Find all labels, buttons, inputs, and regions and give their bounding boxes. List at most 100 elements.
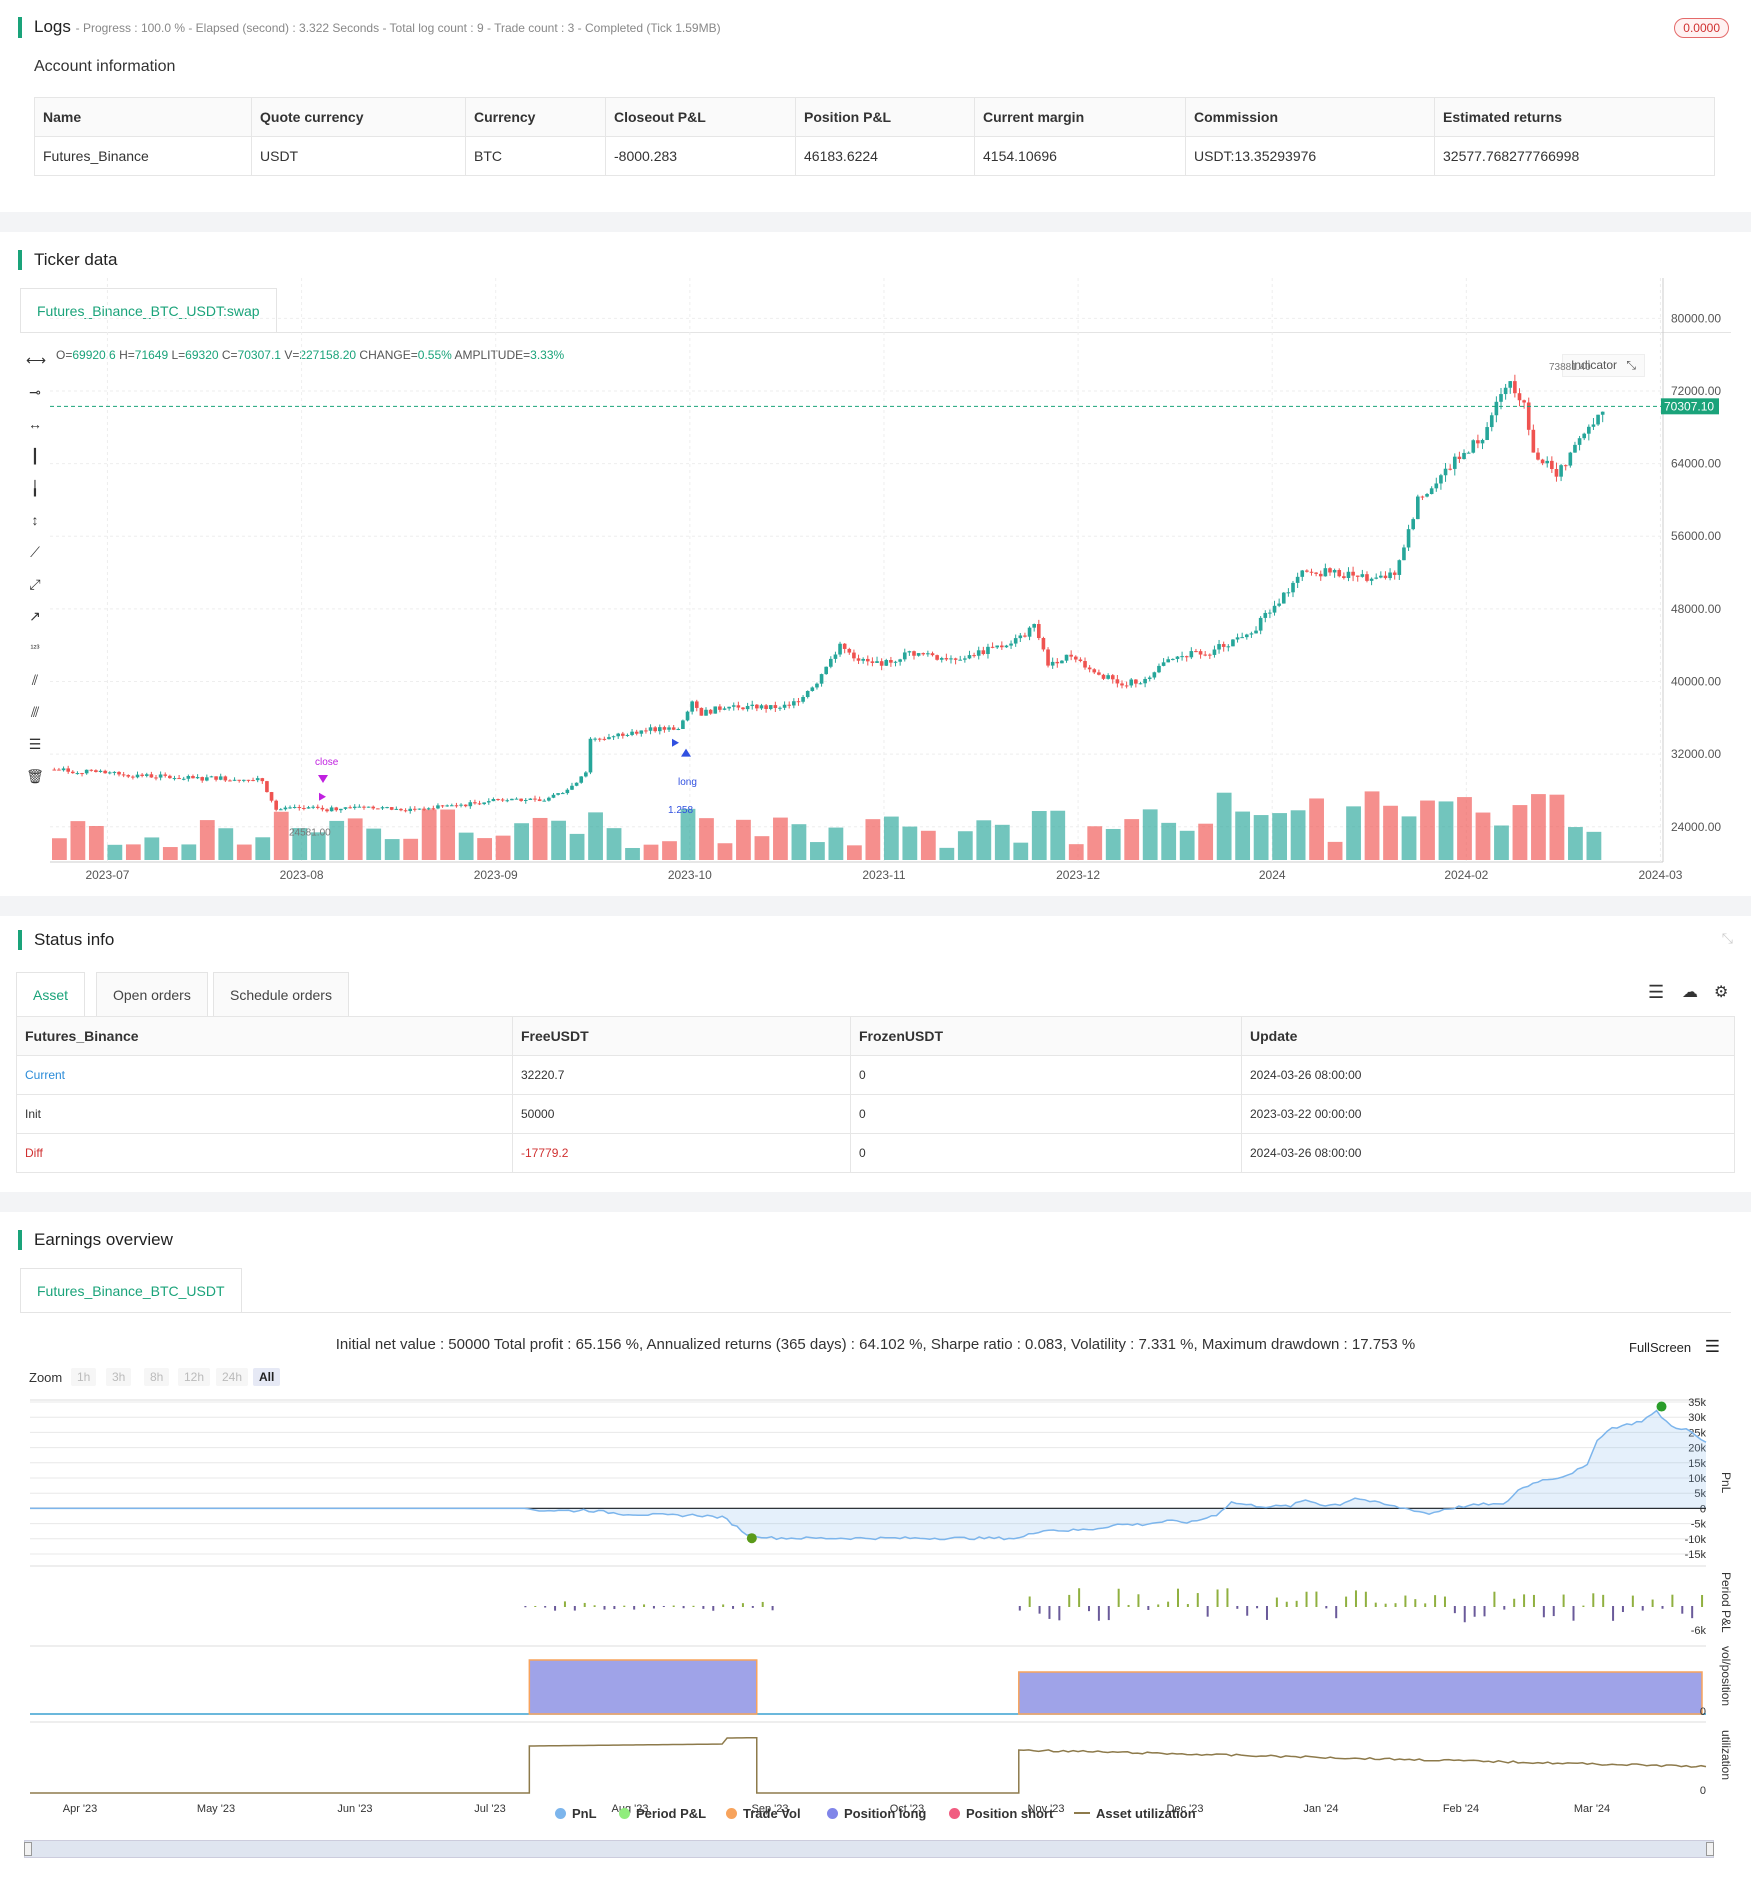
candle-body (265, 781, 269, 793)
candle-body (232, 779, 237, 781)
hamburger-icon[interactable]: ☰ (1704, 1337, 1721, 1356)
candle-body (731, 705, 736, 707)
vertical-line-icon[interactable]: ┃ (30, 448, 40, 464)
candle-body (824, 666, 828, 675)
account-table: Name Quote currency Currency Closeout P&… (34, 97, 1715, 176)
menu-icon[interactable]: ☰ (1648, 982, 1665, 1002)
legend-period-pnl[interactable]: Period P&L (619, 1806, 706, 1821)
tab-open-orders[interactable]: Open orders (96, 972, 208, 1017)
volume-bar (514, 823, 529, 860)
navigator-left-handle[interactable] (24, 1842, 32, 1856)
candle-body (782, 704, 787, 708)
candle-body (1013, 638, 1018, 644)
candle-body (126, 775, 131, 777)
candle-body (422, 808, 426, 810)
vertical-ray-icon[interactable]: ↕ (31, 512, 39, 528)
candle-body (1281, 592, 1286, 604)
legend-trade-vol[interactable]: Trade Vol (726, 1806, 801, 1821)
earnings-summary: Initial net value : 50000 Total profit :… (335, 1336, 1416, 1353)
fullscreen-label: FullScreen (1629, 1340, 1692, 1355)
expand-icon[interactable]: ⤡ (1626, 358, 1636, 372)
candle-body (995, 645, 1000, 648)
candle-body (898, 659, 902, 662)
candle-body (403, 810, 408, 812)
candle-body (648, 727, 653, 731)
candle-body (468, 802, 473, 807)
candle-body (135, 774, 140, 778)
candle-body (251, 780, 255, 782)
navigator-scrollbar[interactable] (24, 1840, 1714, 1858)
zoom-1h-button[interactable]: 1h (71, 1368, 97, 1386)
volume-bar (643, 844, 659, 860)
candle-body (879, 661, 884, 666)
horizontal-line-icon[interactable]: ⟷ (26, 352, 47, 368)
indicator-button[interactable]: Indicator ⤡ (1562, 354, 1645, 377)
zoom-8h-button[interactable]: 8h (144, 1368, 170, 1386)
candle-body (644, 730, 648, 732)
zoom-all-button[interactable]: All (253, 1368, 281, 1386)
account-cell: USDT (251, 136, 466, 176)
candle-body (819, 674, 824, 684)
arrow-line-icon[interactable]: ↗ (29, 608, 41, 624)
tab-ticker-symbol[interactable]: Futures_Binance_BTC_USDT:swap (20, 288, 277, 333)
candle-body (1346, 571, 1351, 578)
fib-retracement-icon[interactable]: ☰ (28, 736, 42, 752)
candle-body (570, 785, 574, 790)
volume-bar (1364, 791, 1380, 860)
candle-body (584, 772, 588, 777)
expand-icon[interactable]: ⤡ (1721, 930, 1733, 946)
horizontal-ray-icon[interactable]: ⊸ (29, 384, 41, 400)
candle-body (1526, 402, 1531, 430)
candle-body (297, 807, 302, 809)
row-label-current: Current (16, 1055, 513, 1095)
candle-body (500, 799, 505, 801)
candle-body (1235, 637, 1240, 640)
zoom-24h-button[interactable]: 24h (216, 1368, 249, 1386)
volume-bar (846, 845, 862, 860)
zoom-12h-button[interactable]: 12h (178, 1368, 211, 1386)
legend-dot (949, 1808, 960, 1819)
volume-bar (1290, 810, 1306, 860)
candle-body (588, 738, 593, 773)
legend-pnl[interactable]: PnL (555, 1806, 597, 1821)
candle-body (57, 769, 61, 771)
vertical-segment-icon[interactable]: ╽ (30, 480, 40, 496)
parallel-channel-icon[interactable]: ⫽ (31, 672, 39, 688)
fib-channel-icon[interactable]: ⫻ (30, 704, 40, 720)
legend-position-short[interactable]: Position short (949, 1806, 1053, 1821)
trash-icon[interactable]: 🗑 (26, 768, 44, 784)
zoom-3h-button[interactable]: 3h (106, 1368, 132, 1386)
trend-ray-icon[interactable]: ⤢ (29, 576, 41, 592)
volume-bar (569, 833, 585, 860)
cloud-download-icon[interactable]: ☁ (1682, 984, 1698, 1001)
candle-body (792, 701, 796, 706)
candle-body (708, 709, 713, 714)
long-arrow (681, 748, 691, 757)
candle-body (1434, 483, 1439, 489)
trend-line-icon[interactable]: ⟋ (30, 544, 40, 560)
indicator-label: Indicator (1571, 358, 1618, 372)
earnings-panel: Earnings overview Futures_Binance_BTC_US… (0, 1212, 1751, 1890)
tab-earnings-symbol[interactable]: Futures_Binance_BTC_USDT (20, 1268, 242, 1313)
candle-body (865, 658, 870, 662)
settings-icon[interactable]: ⚙ (1714, 984, 1729, 1001)
legend-dot (555, 1808, 566, 1819)
extended-line-icon[interactable]: ↔ (28, 416, 42, 432)
volume-bar (1031, 811, 1047, 860)
tab-schedule-orders[interactable]: Schedule orders (213, 972, 349, 1017)
candle-body (1383, 575, 1388, 579)
tab-asset[interactable]: Asset (16, 972, 86, 1017)
x-tick-label: 2023-11 (862, 868, 905, 882)
volume-bar (347, 818, 363, 860)
candle-body (773, 705, 778, 709)
legend-position-long[interactable]: Position long (827, 1806, 926, 1821)
candle-body (579, 776, 584, 783)
candle-body (764, 705, 768, 709)
candle-body (1494, 401, 1499, 416)
navigator-right-handle[interactable] (1706, 1842, 1714, 1856)
legend-asset-utilization[interactable]: Asset utilization (1074, 1806, 1196, 1821)
account-cell: 4154.10696 (974, 136, 1186, 176)
fullscreen-button[interactable]: FullScreen ☰ (1629, 1337, 1720, 1357)
candle-body (621, 733, 625, 736)
price-label-icon[interactable]: ¹²³ (30, 643, 40, 653)
